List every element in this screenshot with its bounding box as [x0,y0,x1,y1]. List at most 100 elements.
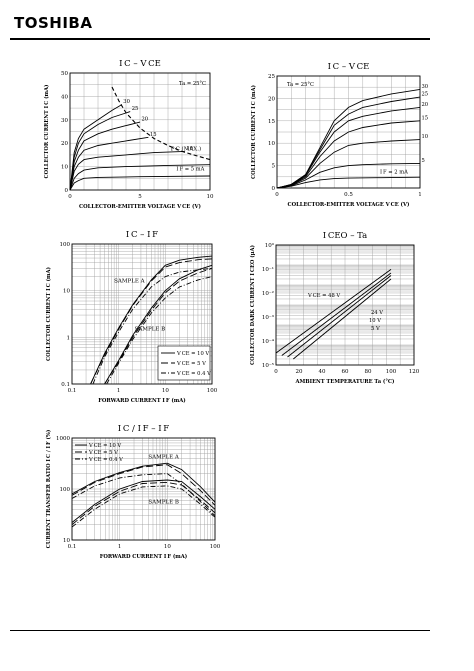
y-tick-label: 10⁻⁵ [262,362,274,369]
plot-frame [71,437,216,541]
x-tick-label: 10 [164,544,171,550]
series-line [71,473,216,517]
y-tick-label: 10⁻³ [262,314,274,321]
y-tick-label: 0 [272,186,276,192]
series-line [69,164,211,191]
y-tick-label: 10 [63,538,70,544]
series-label: 30 [123,99,130,105]
series-label: 20 [142,117,149,123]
x-axis-label: FORWARD CURRENT I F (mA) [98,397,186,404]
series-line [276,162,421,189]
x-tick-label: 1 [117,388,121,394]
legend-label: V CE = 10 V [176,351,209,357]
annotation-sample-b: SAMPLE B [148,499,179,505]
annotation-vce: V CE = 48 V [307,293,340,299]
series-label: 10 [186,146,193,152]
x-tick-label: 0 [275,192,279,198]
x-tick-label: 10 [162,388,169,394]
legend-label: V CE = 10 V [88,443,121,449]
y-tick-label: 50 [61,71,68,77]
series-line [90,258,213,385]
y-axis-label: COLLECTOR CURRENT I C (mA) [250,85,257,179]
series-line [275,269,392,354]
series-label: 20 [422,102,429,108]
x-tick-label: 10 [207,194,214,200]
header-rule [10,38,430,40]
series-line [69,175,211,191]
y-tick-label: 10⁻⁴ [262,338,275,345]
x-tick-label: 0 [274,369,278,375]
series-line [276,96,421,189]
y-tick-label: 25 [268,74,275,80]
chart-title: I CEO – Ta [323,231,367,241]
y-tick-label: 10⁰ [265,242,275,249]
y-tick-label: 10 [63,289,70,295]
x-tick-label: 5 [138,194,142,200]
x-tick-label: 0.1 [68,388,77,394]
series-line [276,176,421,189]
series-line [287,275,392,358]
plot-frame [71,243,213,385]
plot-frame [276,75,421,189]
x-tick-label: 80 [365,369,372,375]
pc-max-curve [111,86,211,161]
x-tick-label: 1 [118,544,122,550]
y-tick-label: 1000 [56,436,70,442]
x-tick-label: 0.5 [344,192,353,198]
x-tick-label: 60 [342,369,349,375]
series-line [293,278,392,360]
y-axis-label: COLLECTOR DARK CURRENT I CEO (μA) [249,245,256,365]
series-line [69,111,131,191]
series-line [71,464,216,506]
series-line [106,276,213,385]
y-tick-label: 0.1 [61,382,70,388]
annotation-sample-a: SAMPLE A [148,454,179,460]
annotation-if: I F = 5 mA [176,166,204,172]
annotation-pc-max: P C (MAX.) [171,146,201,153]
x-tick-label: 1 [418,192,422,198]
y-tick-label: 15 [268,119,275,125]
chart-title: I C – I F [126,230,158,240]
y-tick-label: 5 [272,164,276,170]
legend-label: V CE = 5 V [88,450,118,456]
series-line [90,255,213,385]
series-label: 25 [422,92,429,98]
series-label: 25 [132,106,139,112]
plot-frame [69,72,211,191]
series-line [281,272,392,356]
x-axis-label: AMBIENT TEMPERATURE Ta (°C) [294,378,394,385]
series-line [69,150,185,191]
series-line [71,462,216,503]
series-label: 30 [422,84,429,90]
series-label: 5 [422,158,425,164]
annotation-vce: 24 V [371,310,383,316]
series-line [104,264,213,385]
y-tick-label: 100 [60,487,71,493]
annotation-ta: Ta = 25°C [287,82,314,88]
y-tick-label: 1 [67,335,71,341]
series-line [71,479,216,523]
series-line [92,267,213,385]
chart-title: I C / I F – I F [118,424,169,434]
series-line [69,104,123,191]
series-label: 15 [422,115,429,121]
y-tick-label: 40 [61,94,68,100]
x-tick-label: 40 [319,369,326,375]
x-tick-label: 100 [210,544,221,550]
series-line [71,485,216,528]
y-tick-label: 20 [268,96,275,102]
chart-title: I C – V CE [328,62,370,72]
y-axis-label: CURRENT TRANSFER RATIO I C / I F (%) [45,430,52,549]
series-line [69,136,149,191]
y-tick-label: 10 [61,165,68,171]
x-tick-label: 20 [296,369,303,375]
brand-logo: TOSHIBA [14,14,93,32]
annotation-sample-a: SAMPLE A [114,278,145,284]
y-tick-label: 20 [61,141,68,147]
annotation-sample-b: SAMPLE B [135,327,166,333]
x-tick-label: 100 [386,369,397,375]
